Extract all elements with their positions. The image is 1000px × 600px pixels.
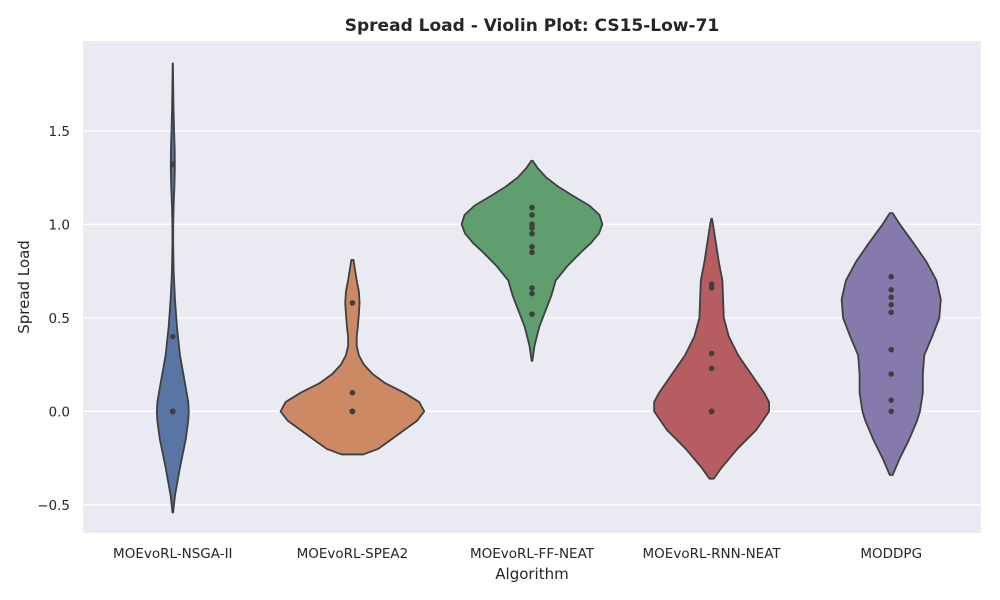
x-tick-label: MOEvoRL-FF-NEAT bbox=[470, 546, 595, 562]
data-point bbox=[888, 294, 894, 301]
y-axis-ticks: −0.5 0.0 0.5 1.0 1.5 bbox=[37, 124, 70, 514]
data-point bbox=[888, 346, 894, 353]
violin-body bbox=[653, 217, 770, 480]
data-point bbox=[888, 397, 894, 403]
x-axis-label: Algorithm bbox=[495, 565, 568, 583]
x-tick-label: MOEvoRL-SPEA2 bbox=[297, 546, 409, 562]
y-tick-label: 1.0 bbox=[49, 217, 70, 233]
data-point bbox=[529, 204, 535, 211]
violin-body bbox=[155, 62, 190, 514]
y-tick-label: 1.5 bbox=[49, 124, 70, 140]
data-point bbox=[708, 365, 715, 372]
y-tick-label: 0.0 bbox=[49, 404, 70, 420]
violin-group bbox=[155, 62, 190, 514]
violin-group bbox=[653, 217, 770, 480]
data-point bbox=[529, 311, 535, 317]
data-point bbox=[529, 243, 535, 250]
x-tick-label: MODDPG bbox=[860, 546, 922, 562]
data-point bbox=[170, 408, 176, 415]
data-point bbox=[888, 408, 894, 415]
data-point bbox=[888, 301, 894, 308]
data-point bbox=[708, 408, 715, 415]
data-point bbox=[349, 408, 356, 415]
data-point bbox=[529, 290, 535, 297]
violin-body bbox=[279, 258, 426, 456]
data-point bbox=[888, 309, 894, 316]
y-tick-label: 0.5 bbox=[49, 311, 70, 327]
data-point bbox=[349, 389, 356, 396]
violins bbox=[155, 62, 942, 514]
data-point bbox=[349, 300, 356, 306]
data-point bbox=[170, 333, 176, 340]
data-point bbox=[888, 273, 894, 280]
x-axis-ticks: MOEvoRL-NSGA-II MOEvoRL-SPEA2 MOEvoRL-FF-N… bbox=[113, 546, 922, 562]
data-point bbox=[170, 161, 176, 168]
data-point bbox=[529, 285, 535, 291]
data-point bbox=[888, 287, 894, 293]
data-point bbox=[708, 281, 715, 287]
data-point bbox=[529, 249, 535, 256]
data-point bbox=[529, 212, 535, 218]
chart-title: Spread Load - Violin Plot: CS15-Low-71 bbox=[345, 16, 719, 36]
data-point bbox=[529, 221, 535, 228]
violin-body bbox=[840, 212, 942, 476]
violin-body bbox=[460, 159, 604, 362]
y-tick-label: −0.5 bbox=[37, 498, 70, 514]
x-tick-label: MOEvoRL-RNN-NEAT bbox=[643, 546, 782, 562]
data-point bbox=[888, 371, 894, 377]
violin-group bbox=[279, 258, 426, 456]
violin-group bbox=[460, 159, 604, 362]
x-tick-label: MOEvoRL-NSGA-II bbox=[113, 546, 233, 562]
data-point bbox=[708, 350, 715, 357]
violin-group bbox=[840, 212, 942, 476]
y-axis-label: Spread Load bbox=[15, 240, 33, 334]
data-point bbox=[529, 230, 535, 237]
